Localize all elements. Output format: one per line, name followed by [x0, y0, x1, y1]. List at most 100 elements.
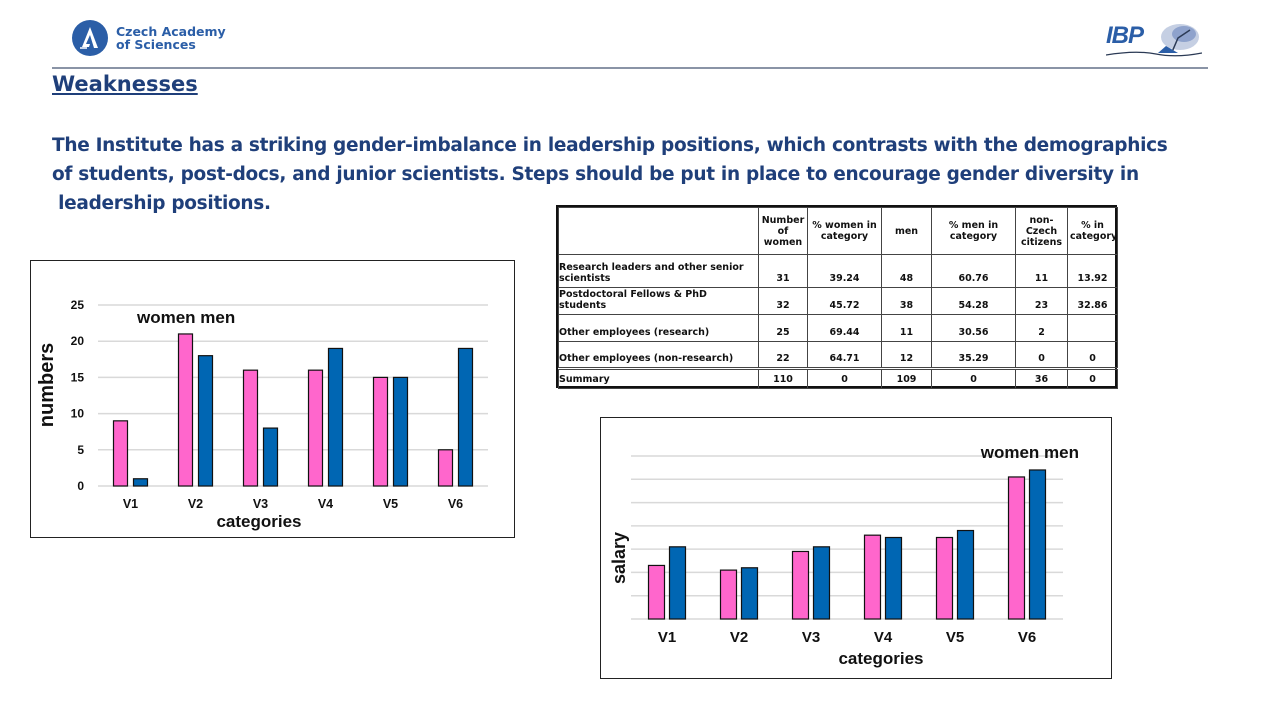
- table-cell: 11: [881, 314, 932, 342]
- table-cell: 31: [758, 254, 808, 288]
- table-header-cell: % women in category: [807, 207, 882, 255]
- ibp-logo: IBP: [1106, 20, 1202, 60]
- bar-women-v5: [372, 376, 389, 487]
- paragraph-line: The Institute has a striking gender-imba…: [52, 135, 1168, 156]
- table-cell: 0: [1067, 341, 1118, 369]
- table-header-cell: % in category: [1067, 207, 1118, 255]
- legend-label: women men: [136, 308, 235, 327]
- table-header-cell: Number of women: [758, 207, 808, 255]
- bar-women-v4: [863, 534, 882, 620]
- table-summary-row: Summary 110 0 109 0 36 0: [558, 367, 1118, 389]
- table-cell: 12: [881, 341, 932, 369]
- y-tick-label: 10: [71, 407, 85, 421]
- table-cell: 32: [758, 287, 808, 315]
- paragraph-line: of students, post-docs, and junior scien…: [52, 164, 1139, 185]
- table-cell: 0: [807, 367, 882, 389]
- table-cell: 35.29: [931, 341, 1016, 369]
- bar-men-v4: [884, 536, 903, 620]
- table-cell: [1067, 314, 1118, 342]
- org-name-line1: Czech Academy: [116, 24, 226, 39]
- org-name-line2: of Sciences: [116, 37, 196, 52]
- table-header-cell: men: [881, 207, 932, 255]
- y-tick-label: 20: [71, 334, 85, 348]
- table-cell: 13.92: [1067, 254, 1118, 288]
- bar-women-v2: [719, 569, 738, 620]
- table-header-cell: [558, 207, 759, 255]
- bar-women-v6: [1007, 476, 1026, 620]
- paragraph-line: leadership positions.: [52, 193, 271, 214]
- table-cell: 0: [1067, 367, 1118, 389]
- table-row: Research leaders and other senior scient…: [558, 254, 1118, 288]
- bar-men-v1: [668, 546, 687, 620]
- y-axis-title: salary: [609, 532, 629, 584]
- table-row: Postdoctoral Fellows & PhD students 32 4…: [558, 287, 1118, 315]
- table-cell: 23: [1015, 287, 1068, 315]
- bar-men-v5: [392, 376, 409, 487]
- bar-women-v2: [177, 333, 194, 487]
- row-label: Summary: [558, 367, 759, 389]
- czech-academy-logo: Czech Academy of Sciences: [72, 20, 226, 56]
- table-cell: 48: [881, 254, 932, 288]
- row-label: Postdoctoral Fellows & PhD students: [558, 287, 759, 315]
- table-cell: 38: [881, 287, 932, 315]
- bar-women-v1: [112, 420, 129, 487]
- salary-bar-chart: V1 V2 V3 V4 V5 V6 women men categories salary: [609, 443, 1079, 668]
- bar-women-v1: [647, 564, 666, 620]
- table-header-cell: % men in category: [931, 207, 1016, 255]
- x-tick-label: V2: [188, 497, 203, 511]
- ibp-logo-text: IBP: [1106, 22, 1144, 49]
- bar-men-v1: [132, 478, 149, 487]
- row-label: Other employees (non-research): [558, 341, 759, 369]
- x-tick-label: V4: [874, 629, 893, 646]
- bar-men-v3: [812, 546, 831, 620]
- weakness-paragraph: The Institute has a striking gender-imba…: [52, 131, 1192, 218]
- table-cell: 39.24: [807, 254, 882, 288]
- table-cell: 30.56: [931, 314, 1016, 342]
- y-tick-label: 25: [71, 298, 85, 312]
- table-cell: 110: [758, 367, 808, 389]
- table-cell: 60.76: [931, 254, 1016, 288]
- bar-men-v4: [327, 347, 344, 487]
- x-tick-label: V4: [318, 497, 333, 511]
- bar-men-v6: [457, 347, 474, 487]
- table-cell: 64.71: [807, 341, 882, 369]
- bar-women-v4: [307, 369, 324, 487]
- x-tick-label: V5: [383, 497, 398, 511]
- table-cell: 0: [931, 367, 1016, 389]
- bar-men-v2: [740, 567, 759, 620]
- table-row: Other employees (research) 25 69.44 11 3…: [558, 314, 1118, 342]
- section-heading: Weaknesses: [52, 72, 198, 96]
- y-tick-label: 15: [71, 370, 85, 384]
- table-cell: 2: [1015, 314, 1068, 342]
- table-cell: 45.72: [807, 287, 882, 315]
- header-divider: [52, 67, 1208, 69]
- row-label: Other employees (research): [558, 314, 759, 342]
- x-tick-label: V1: [658, 629, 676, 646]
- bar-women-v6: [437, 449, 454, 487]
- bar-men-v6: [1028, 469, 1047, 620]
- table-cell: 54.28: [931, 287, 1016, 315]
- x-tick-label: V2: [730, 629, 748, 646]
- x-axis-title: categories: [838, 649, 923, 668]
- x-tick-label: V3: [802, 629, 820, 646]
- bar-women-v5: [935, 536, 954, 620]
- x-tick-label: V5: [946, 629, 964, 646]
- academy-emblem-icon: [72, 20, 108, 56]
- table-cell: 0: [1015, 341, 1068, 369]
- bar-men-v3: [262, 427, 279, 487]
- salary-chart-frame: V1 V2 V3 V4 V5 V6 women men categories salary: [600, 417, 1112, 679]
- numbers-bar-chart: 0 5 10 15 20 25 V1 V2 V3 V4 V5 V6 women men catego…: [36, 298, 488, 531]
- bar-men-v2: [197, 355, 214, 487]
- x-axis-title: categories: [216, 512, 301, 531]
- legend-label: women men: [980, 443, 1079, 462]
- table-row: Other employees (non-research) 22 64.71 …: [558, 341, 1118, 369]
- x-tick-label: V3: [253, 497, 268, 511]
- table-cell: 25: [758, 314, 808, 342]
- table-header-row: Number of women % women in category men …: [558, 207, 1118, 255]
- x-tick-label: V6: [448, 497, 463, 511]
- row-label: Research leaders and other senior scient…: [558, 254, 759, 288]
- table-header-cell: non-Czech citizens: [1015, 207, 1068, 255]
- table-cell: 22: [758, 341, 808, 369]
- x-tick-label: V6: [1018, 629, 1036, 646]
- table-cell: 109: [881, 367, 932, 389]
